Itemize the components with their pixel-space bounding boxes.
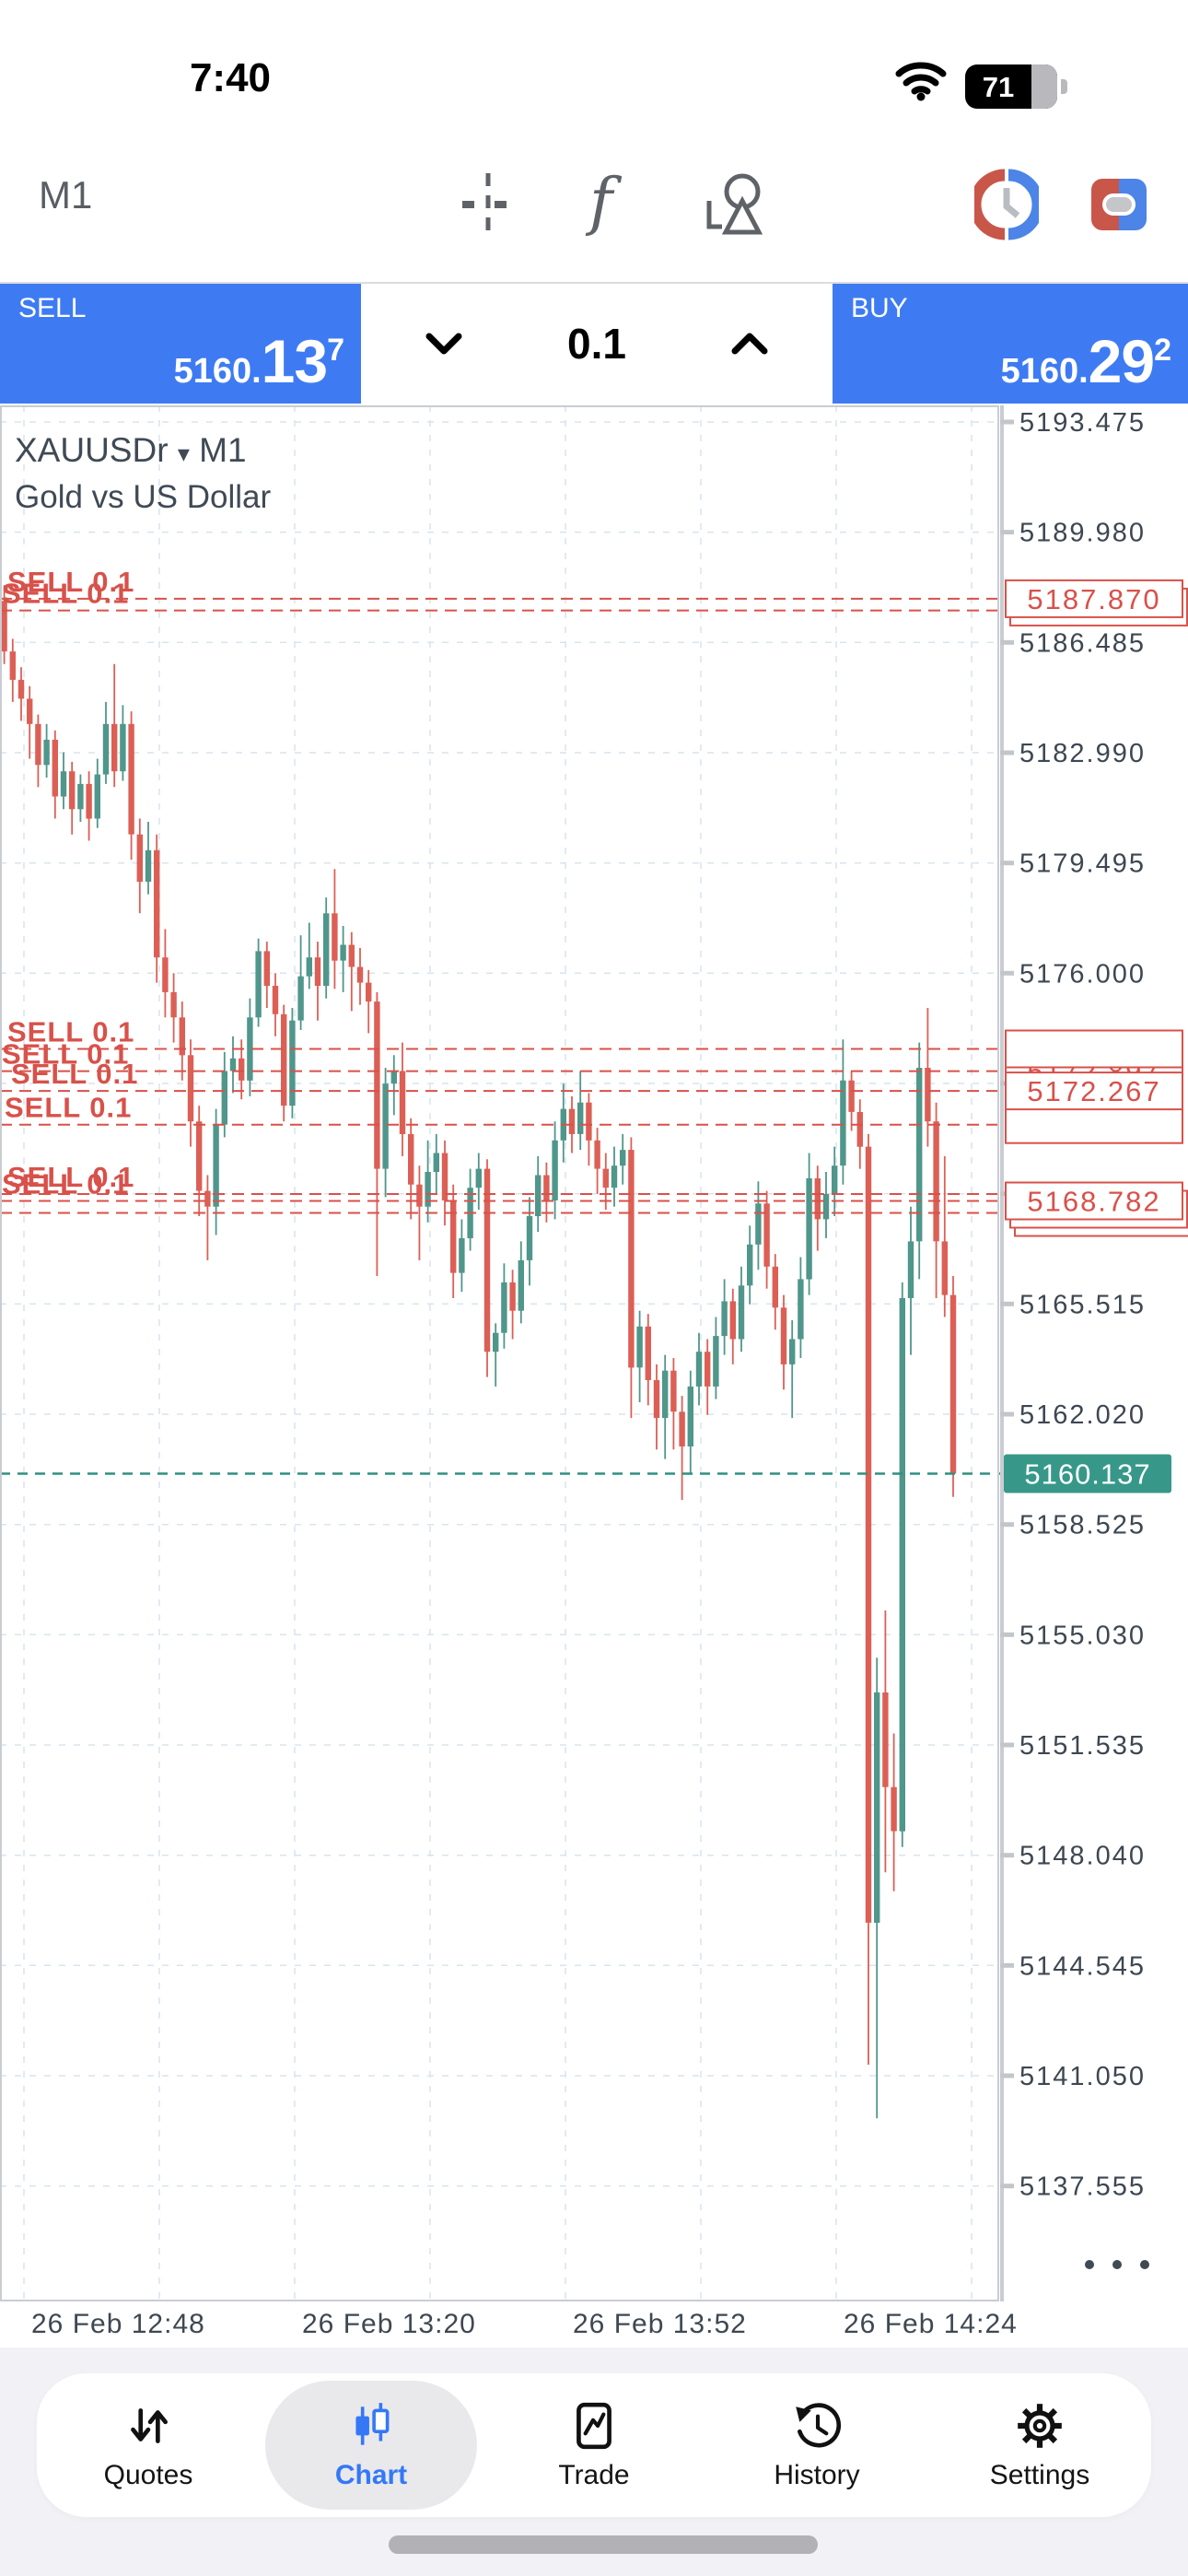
y-axis-label: 5148.040 — [1019, 1842, 1146, 1871]
active-tab-pill — [265, 2381, 477, 2510]
home-indicator[interactable] — [389, 2535, 818, 2554]
chart-title[interactable]: XAUUSDr ▾ M1 Gold vs US Dollar — [15, 431, 271, 516]
sell-button[interactable]: SELL 5160.137 — [0, 284, 361, 404]
nav-item-trade[interactable]: Trade — [488, 2377, 700, 2513]
order-line-label: SELL 0.1 — [7, 1161, 134, 1193]
y-axis-label: 5189.980 — [1019, 519, 1146, 548]
status-bar: 7:40 71 — [0, 0, 1188, 129]
order-line-label: SELL 0.1 — [2, 1038, 129, 1071]
objects-icon[interactable] — [702, 166, 772, 243]
y-axis-label: 5141.050 — [1019, 2062, 1146, 2091]
order-price-label: 5168.782 — [1027, 1186, 1160, 1218]
y-axis-label: 5162.020 — [1019, 1400, 1146, 1430]
order-price-label: 5172.267 — [1027, 1075, 1160, 1107]
nav-label: Trade — [558, 2460, 630, 2490]
chart-more-menu-icon[interactable] — [1085, 2248, 1149, 2281]
trade-icon — [577, 2402, 611, 2450]
nav-item-history[interactable]: History — [711, 2377, 923, 2513]
wifi-icon — [895, 62, 947, 101]
x-axis-label: 26 Feb 12:48 — [31, 2309, 205, 2339]
chart-description: Gold vs US Dollar — [15, 479, 272, 515]
volume-value[interactable]: 0.1 — [567, 320, 626, 368]
order-price-box — [1005, 579, 1183, 618]
buy-button[interactable]: BUY 5160.292 — [833, 284, 1188, 404]
crosshair-icon[interactable] — [459, 166, 518, 243]
y-axis-label: 5193.475 — [1019, 408, 1146, 438]
nav-label: History — [774, 2460, 860, 2490]
y-axis-label: 5155.030 — [1019, 1621, 1146, 1650]
trade-panel: SELL 5160.137 0.1 BUY 5160.292 — [0, 284, 1188, 404]
symbol-dropdown-caret-icon[interactable]: ▾ — [177, 439, 190, 467]
x-axis-label: 26 Feb 14:24 — [844, 2309, 1018, 2339]
bottom-area: Quotes Chart Trade — [0, 2348, 1188, 2576]
nav-label: Quotes — [103, 2460, 193, 2490]
order-price-label: 5187.870 — [1027, 583, 1160, 615]
clock: 7:40 — [189, 55, 272, 100]
battery-percent: 71 — [982, 71, 1015, 103]
current-price-label: 5160.137 — [1024, 1458, 1150, 1491]
order-line-label: SELL 0.1 — [2, 578, 129, 610]
x-axis-label: 26 Feb 13:52 — [573, 2309, 747, 2339]
buy-price: 5160.292 — [1000, 327, 1171, 395]
nav-label: Settings — [989, 2460, 1090, 2490]
order-price-box — [1005, 1105, 1183, 1144]
x-axis: 26 Feb 12:48 26 Feb 13:20 26 Feb 13:52 26 F… — [0, 2301, 1188, 2349]
chart-timeframe: M1 — [199, 431, 247, 469]
battery-icon: 71 — [965, 64, 1057, 109]
order-line-label: SELL 0.1 — [5, 1092, 132, 1124]
order-line-label: SELL 0.1 — [11, 1058, 138, 1090]
y-axis-label: 5176.000 — [1019, 959, 1146, 989]
x-axis-label: 26 Feb 13:20 — [302, 2309, 476, 2339]
sell-label: SELL — [18, 293, 87, 323]
order-line-label: SELL 0.1 — [2, 1168, 129, 1200]
order-price-box — [1005, 1071, 1183, 1111]
nav-item-quotes[interactable]: Quotes — [42, 2377, 254, 2513]
order-line-label: SELL 0.1 — [7, 566, 134, 598]
order-price-box — [1005, 1181, 1183, 1221]
chart-toolbar: M1 f — [0, 129, 1188, 284]
y-axis-label: 5186.485 — [1019, 628, 1146, 658]
sessions-clock-icon[interactable] — [974, 166, 1039, 243]
bottom-navigation: Quotes Chart Trade — [37, 2373, 1151, 2517]
volume-decrease-button[interactable] — [418, 318, 470, 369]
timeframe-button[interactable]: M1 — [39, 173, 93, 217]
y-axis-label: 5137.555 — [1019, 2172, 1146, 2202]
one-click-trading-icon[interactable] — [1089, 166, 1149, 243]
chart-area[interactable]: SELL 0.1 SELL 0.1 SELL 0.1 SELL 0.1 SELL 0.1… — [0, 405, 1188, 2301]
quotes-icon — [131, 2408, 168, 2443]
svg-text:f: f — [585, 166, 623, 239]
chevron-up-icon — [731, 333, 768, 355]
history-icon — [796, 2403, 842, 2448]
buy-label: BUY — [851, 293, 908, 323]
order-price-box — [1005, 1029, 1183, 1069]
chart-symbol[interactable]: XAUUSDr — [15, 431, 169, 469]
settings-icon — [1018, 2404, 1062, 2448]
volume-stepper: 0.1 — [361, 284, 833, 404]
y-axis-label: 5165.515 — [1019, 1290, 1146, 1319]
indicators-icon[interactable]: f — [580, 166, 632, 243]
battery-nub — [1061, 79, 1067, 94]
nav-item-chart[interactable]: Chart — [265, 2377, 477, 2513]
order-line-label: SELL 0.1 — [7, 1016, 134, 1048]
sell-price: 5160.137 — [173, 327, 344, 395]
chart-icon — [355, 2403, 390, 2445]
y-axis-label: 5179.495 — [1019, 849, 1146, 879]
chevron-down-icon — [425, 333, 462, 355]
y-axis-label: 5158.525 — [1019, 1511, 1146, 1540]
nav-item-settings[interactable]: Settings — [934, 2377, 1146, 2513]
y-axis-label: 5182.990 — [1019, 739, 1146, 768]
y-axis-label: 5144.545 — [1019, 1951, 1146, 1981]
y-axis-label: 5151.535 — [1019, 1731, 1146, 1761]
volume-increase-button[interactable] — [724, 318, 775, 369]
current-price-box — [1004, 1454, 1171, 1493]
nav-label: Chart — [334, 2460, 408, 2490]
